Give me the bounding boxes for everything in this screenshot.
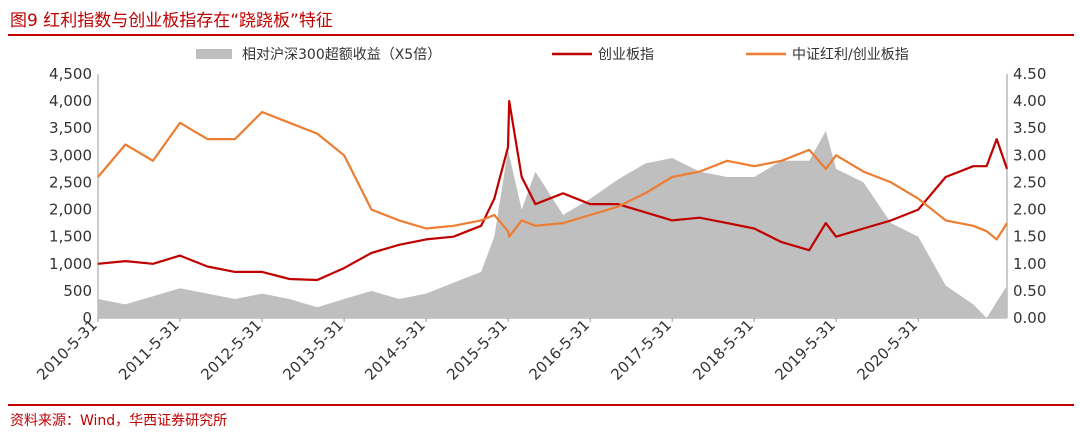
legend-label: 中证红利/创业板指 bbox=[792, 47, 909, 63]
x-tick-label: 2011-5-31 bbox=[115, 316, 183, 384]
y-left-tick-label: 1,500 bbox=[49, 228, 92, 246]
x-tick-label: 2017-5-31 bbox=[607, 316, 675, 384]
y-right-tick-label: 1.00 bbox=[1013, 255, 1046, 273]
x-tick-label: 2018-5-31 bbox=[689, 316, 757, 384]
series-line-2 bbox=[97, 110, 1008, 241]
x-tick-label: 2012-5-31 bbox=[197, 316, 265, 384]
series-line-1 bbox=[97, 100, 1009, 282]
x-tick-label: 2010-5-31 bbox=[33, 316, 101, 384]
y-left-tick-label: 4,500 bbox=[49, 65, 92, 83]
legend-label: 创业板指 bbox=[598, 47, 654, 63]
y-left-tick-label: 1,000 bbox=[49, 255, 92, 273]
y-left-tick-label: 0 bbox=[82, 309, 92, 327]
x-tick-label: 2013-5-31 bbox=[279, 316, 347, 384]
figure-title: 图9 红利指数与创业板指存在“跷跷板”特征 bbox=[10, 11, 333, 31]
y-left-tick-label: 2,500 bbox=[49, 173, 92, 191]
x-tick-label: 2016-5-31 bbox=[525, 316, 593, 384]
index-lines-layer bbox=[97, 100, 1009, 282]
y-left-tick-label: 3,000 bbox=[49, 146, 92, 164]
y-right-tick-label: 4.50 bbox=[1013, 65, 1046, 83]
legend-label: 相对沪深300超额收益（X5倍） bbox=[242, 47, 441, 63]
y-left-tick-label: 3,500 bbox=[49, 119, 92, 137]
y-left-tick-label: 4,000 bbox=[49, 92, 92, 110]
chart-legend: 相对沪深300超额收益（X5倍） 创业板指 中证红利/创业板指 bbox=[196, 47, 909, 63]
source-note: 资料来源：Wind，华西证券研究所 bbox=[10, 413, 228, 429]
y-right-tick-label: 2.50 bbox=[1013, 173, 1046, 191]
y-right-tick-label: 3.00 bbox=[1013, 146, 1046, 164]
y-left-tick-label: 2,000 bbox=[49, 201, 92, 219]
y-right-tick-label: 3.50 bbox=[1013, 119, 1046, 137]
x-tick-label: 2015-5-31 bbox=[443, 316, 511, 384]
y-right-tick-label: 1.50 bbox=[1013, 228, 1046, 246]
title-rule bbox=[8, 34, 1074, 36]
source-rule bbox=[8, 404, 1074, 406]
x-tick-label: 2020-5-31 bbox=[854, 316, 922, 384]
y-right-tick-label: 4.00 bbox=[1013, 92, 1046, 110]
x-tick-label: 2019-5-31 bbox=[771, 316, 839, 384]
y-right-tick-label: 0.00 bbox=[1013, 309, 1046, 327]
y-right-tick-label: 2.00 bbox=[1013, 201, 1046, 219]
chart: 相对沪深300超额收益（X5倍） 创业板指 中证红利/创业板指 0 500 1,000 1… bbox=[33, 47, 1046, 384]
legend-swatch-area bbox=[196, 49, 232, 59]
y-right-tick-label: 0.50 bbox=[1013, 282, 1046, 300]
y-left-tick-label: 500 bbox=[63, 282, 92, 300]
x-tick-label: 2014-5-31 bbox=[361, 316, 429, 384]
